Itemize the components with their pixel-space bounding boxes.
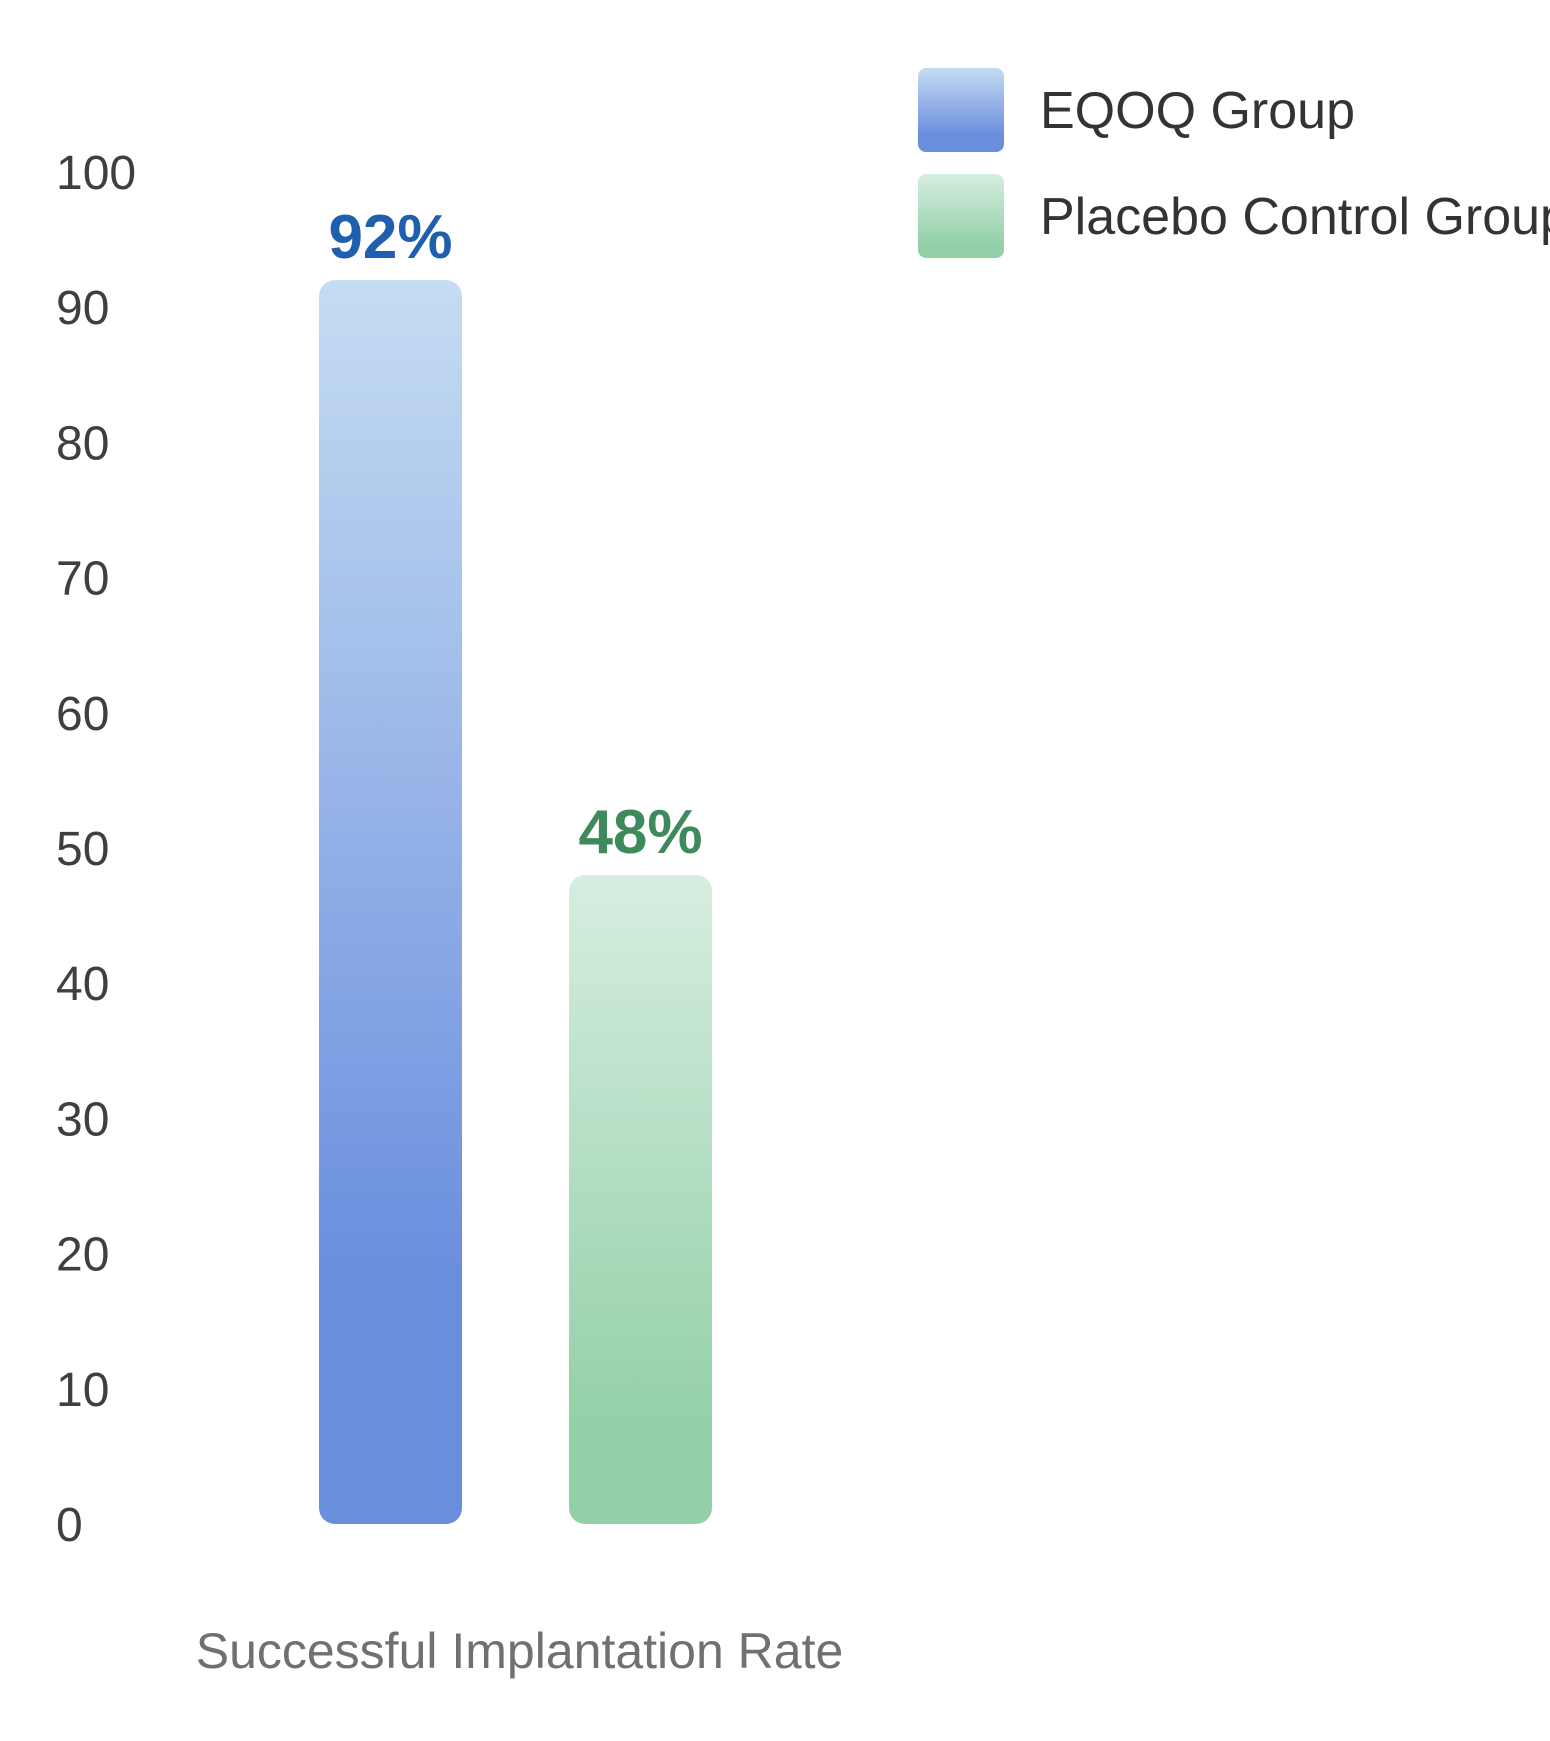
bars [319, 280, 712, 1524]
y-tick-label: 60 [56, 688, 109, 741]
x-category-label: Successful Implantation Rate [196, 1623, 844, 1679]
legend-swatch [918, 174, 1004, 258]
bar-value-labels: 92% 48% [328, 203, 702, 867]
y-axis: 0 10 20 30 40 50 60 70 80 90 100 [56, 147, 136, 1552]
x-axis: Successful Implantation Rate [196, 1623, 844, 1679]
bar-eqoq-group [319, 280, 462, 1524]
bar-value-label: 48% [578, 798, 702, 867]
y-tick-label: 50 [56, 823, 109, 876]
y-tick-label: 0 [56, 1499, 83, 1552]
legend-label: EQOQ Group [1040, 82, 1355, 140]
bar-value-label: 92% [328, 203, 452, 272]
y-tick-label: 20 [56, 1229, 109, 1282]
y-tick-label: 40 [56, 958, 109, 1011]
y-tick-label: 30 [56, 1093, 109, 1146]
y-tick-label: 100 [56, 147, 136, 200]
legend-swatch [918, 68, 1004, 152]
y-tick-label: 10 [56, 1364, 109, 1417]
bar-placebo-control-group [569, 875, 712, 1524]
legend-label: Placebo Control Group [1040, 188, 1550, 246]
y-tick-label: 90 [56, 282, 109, 335]
y-tick-label: 70 [56, 553, 109, 606]
y-tick-label: 80 [56, 417, 109, 470]
legend: EQOQ Group Placebo Control Group [918, 68, 1550, 258]
